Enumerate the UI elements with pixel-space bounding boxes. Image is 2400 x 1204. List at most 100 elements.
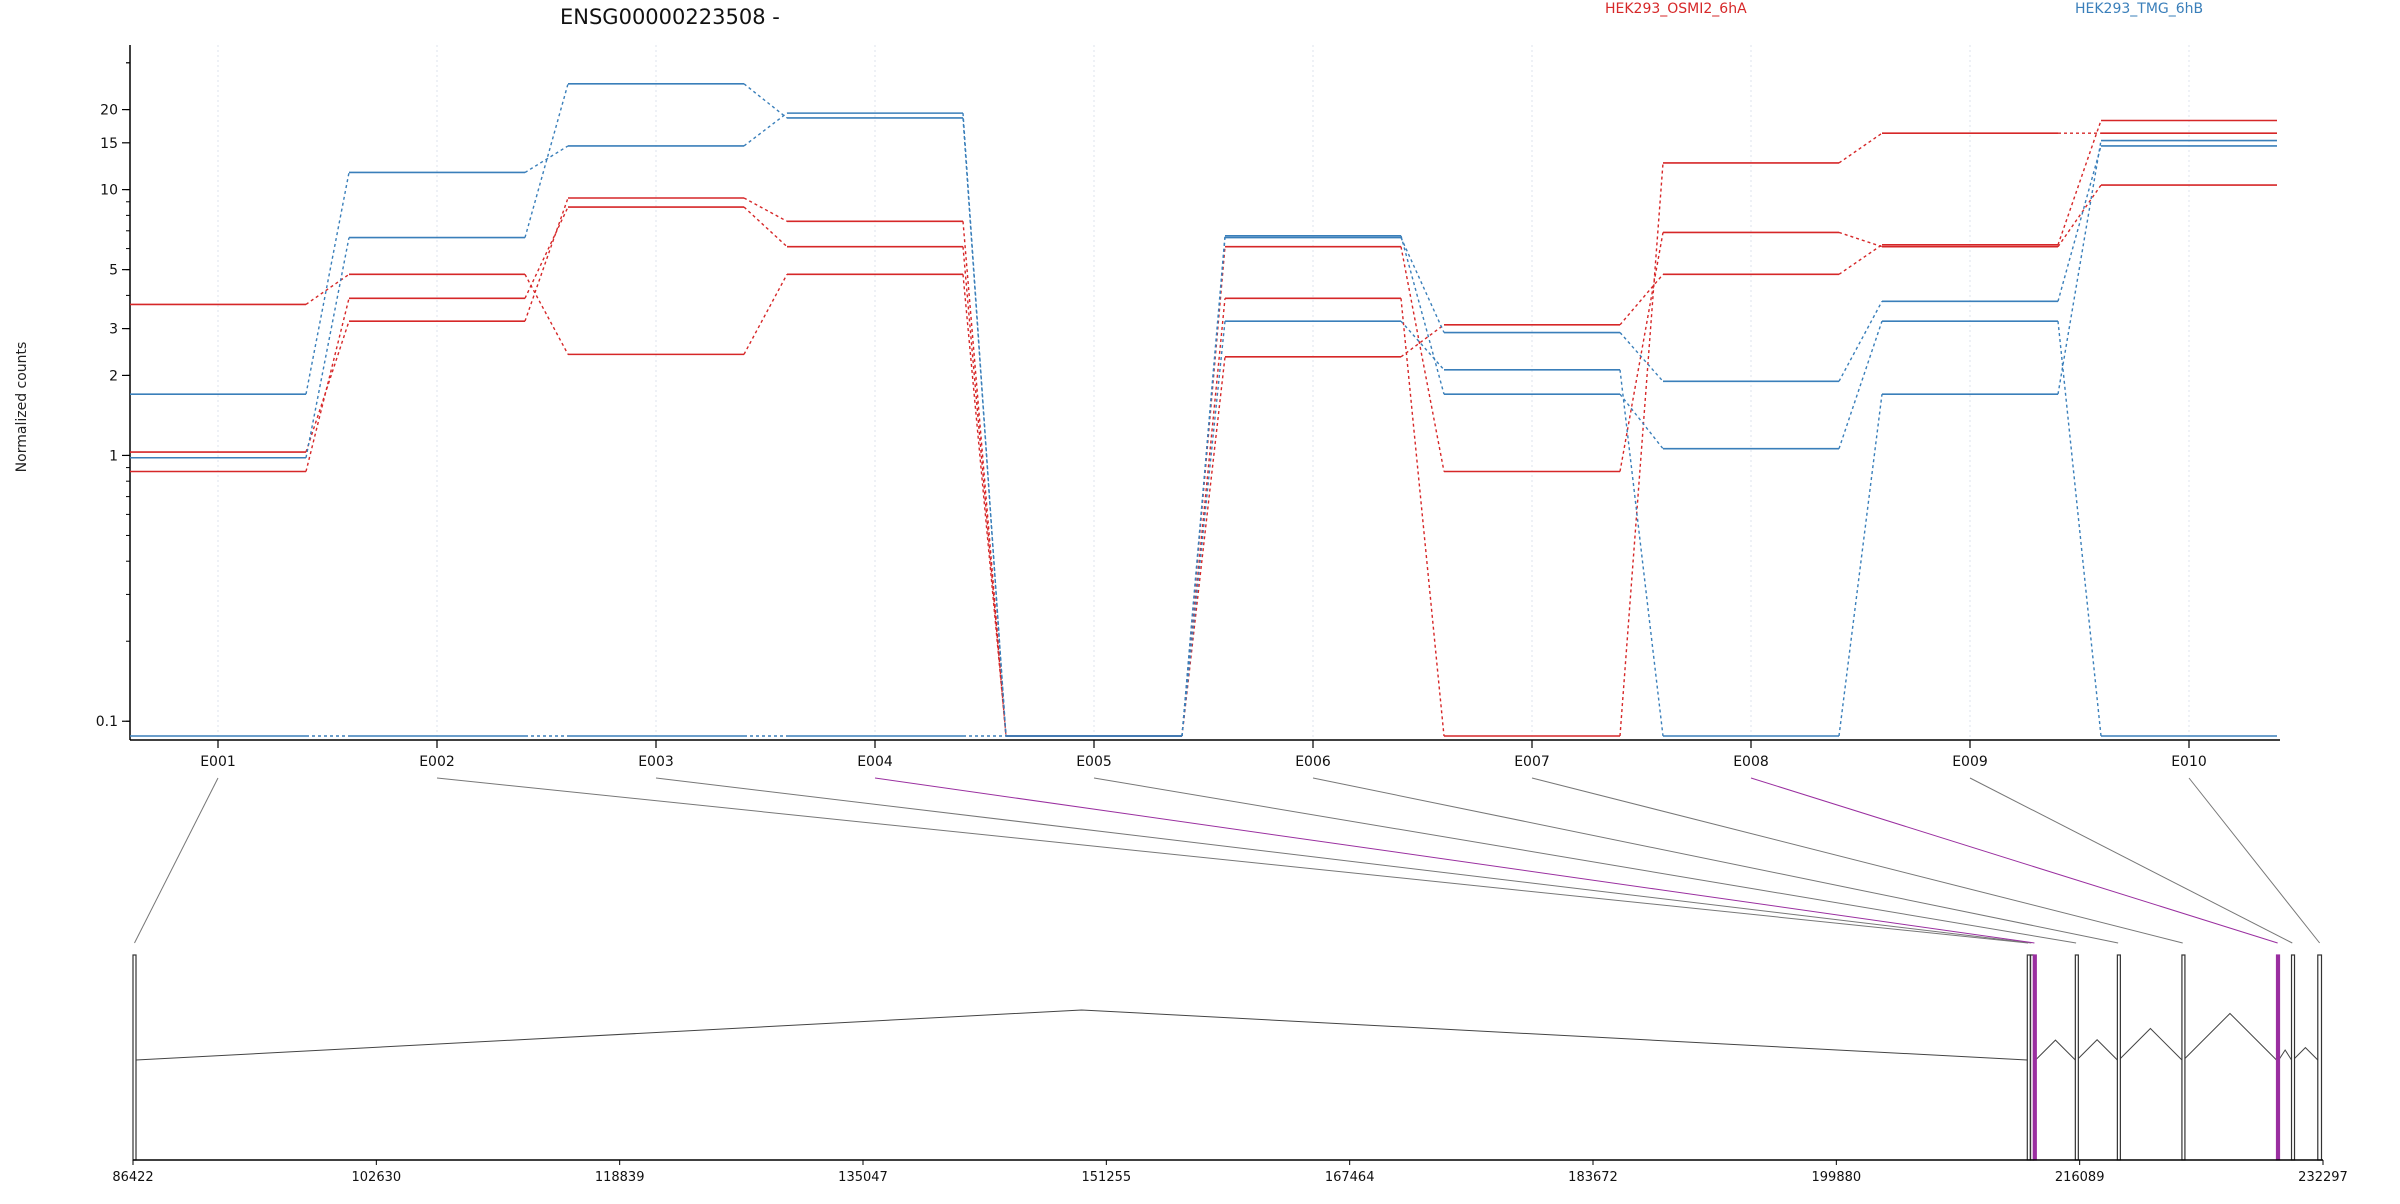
series-6-connector — [1838, 320, 1883, 449]
connector-e004 — [874, 777, 2035, 944]
x-tick-label-e002: E002 — [419, 754, 455, 770]
series-4-connector — [524, 145, 569, 174]
series-1-connector — [962, 274, 1007, 737]
series-2-connector — [1838, 132, 1883, 164]
exon-box-e001 — [132, 954, 137, 1161]
coordinate-tick-label: 167464 — [1325, 1170, 1375, 1185]
coordinate-tick-label: 135047 — [838, 1170, 888, 1185]
series-6-connector — [2057, 321, 2102, 737]
connector-e010 — [2188, 777, 2321, 944]
series-3-connector — [1400, 246, 1445, 472]
y-axis-ticks: 0.1 1 2 3 5 10 15 20 — [96, 62, 130, 730]
coordinate-tick-label: 118839 — [595, 1170, 645, 1185]
x-tick-label-e007: E007 — [1514, 754, 1550, 770]
exon-box-e002 — [2026, 954, 2031, 1161]
series-1-connector — [524, 274, 569, 355]
series-3-connector — [305, 298, 350, 472]
chart-title: ENSG00000223508 - — [560, 5, 780, 29]
series-1 — [130, 119, 2277, 737]
intron-9 — [2292, 1046, 2319, 1061]
intron-7 — [2183, 1012, 2277, 1061]
series-5-connector — [305, 237, 350, 458]
series-1-connector — [743, 274, 788, 355]
connector-e009 — [1969, 777, 2293, 944]
series-4-connector — [2057, 140, 2102, 395]
series-2-connector — [1181, 298, 1226, 737]
series-2 — [130, 132, 2277, 737]
y-tick-label: 1 — [109, 448, 118, 464]
series-3 — [130, 184, 2277, 737]
series-3-connector — [2057, 184, 2102, 248]
series-2-connector — [1400, 298, 1445, 737]
gene-model — [132, 954, 2323, 1161]
series-1-connector — [1838, 244, 1883, 275]
y-tick-label: 20 — [100, 103, 118, 119]
intron-1 — [135, 1009, 2028, 1061]
y-tick-label: 15 — [100, 136, 118, 152]
series-5-connector — [1181, 237, 1226, 737]
y-tick-label: 3 — [109, 322, 118, 338]
exon-box-e004 — [2032, 954, 2037, 1161]
connector-e002 — [436, 777, 2029, 944]
exon-box-e008 — [2275, 954, 2281, 1161]
series-4-connector — [305, 172, 350, 395]
series-4-connector — [1838, 394, 1883, 737]
series-4-connector — [1619, 369, 1664, 737]
y-tick-label: 5 — [109, 263, 118, 279]
legend-label-osmi2: HEK293_OSMI2_6hA — [1605, 1, 1747, 17]
series-5-connector — [1400, 237, 1445, 333]
axes — [129, 45, 2280, 741]
series-4-connector — [1400, 320, 1445, 371]
x-tick-label-e001: E001 — [200, 754, 236, 770]
exon-box-e010 — [2317, 954, 2323, 1161]
series-1-connector — [1400, 324, 1445, 358]
intron-5 — [2076, 1039, 2118, 1061]
exon-connectors — [134, 777, 2321, 944]
series-1-connector — [2057, 120, 2102, 246]
coordinate-tick-label: 199880 — [1812, 1170, 1862, 1185]
connector-e006 — [1312, 777, 2119, 944]
series-2-connector — [524, 197, 569, 322]
y-axis-label: Normalized counts — [14, 342, 30, 473]
series-3-connector — [743, 206, 788, 248]
series-4-connector — [1181, 321, 1226, 737]
series-6 — [130, 235, 2277, 737]
series-4 — [130, 112, 2277, 737]
y-tick-label: 2 — [109, 368, 118, 384]
series-3-connector — [1619, 232, 1664, 472]
coordinate-axis: 86422 102630 118839 135047 151255 167464 18367… — [112, 1159, 2348, 1185]
series-2-connector — [305, 320, 350, 453]
x-tick-label-e003: E003 — [638, 754, 674, 770]
coordinate-tick-label: 86422 — [112, 1170, 153, 1185]
connector-e001 — [134, 777, 219, 944]
intron-6 — [2118, 1027, 2183, 1061]
connector-e007 — [1531, 777, 2183, 944]
series-2-connector — [743, 197, 788, 222]
legend-label-tmg: HEK293_TMG_6hB — [2075, 1, 2203, 17]
series-5 — [130, 83, 2277, 737]
y-tick-label: 0.1 — [96, 714, 118, 730]
x-tick-label-e009: E009 — [1952, 754, 1988, 770]
series-4-connector — [743, 112, 788, 147]
series-5-connector — [524, 83, 569, 238]
connector-e003 — [655, 777, 2032, 944]
series-5-connector — [1838, 300, 1883, 382]
series-3-connector — [1838, 231, 1883, 248]
connector-e005 — [1093, 777, 2077, 944]
series-1-connector — [305, 273, 350, 305]
series-3-connector — [524, 206, 569, 299]
x-tick-label-e004: E004 — [857, 754, 893, 770]
series-6-connector — [1181, 235, 1226, 737]
coordinate-tick-label: 151255 — [1082, 1170, 1132, 1185]
intron-8 — [2278, 1049, 2292, 1061]
gridlines — [217, 45, 2190, 740]
x-tick-label-e006: E006 — [1295, 754, 1331, 770]
series-lines — [130, 83, 2277, 737]
coordinate-tick-label: 183672 — [1568, 1170, 1618, 1185]
x-axis-ticks: E001 E002 E003 E004 E005 E006 E007 E008 E009 E010 — [200, 740, 2207, 770]
series-2-connector — [962, 221, 1007, 737]
exon-box-e007 — [2181, 954, 2186, 1161]
series-1-connector — [1619, 273, 1664, 326]
y-tick-label: 10 — [100, 183, 118, 199]
